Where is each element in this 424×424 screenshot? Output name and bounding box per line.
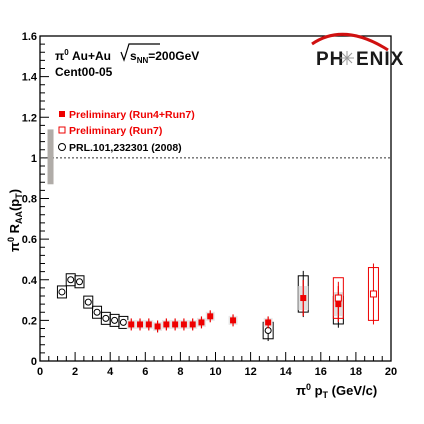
legend-marker-run7 <box>58 126 66 134</box>
legend-marker-prl <box>58 143 66 151</box>
y-tick-label: 0.4 <box>22 275 38 287</box>
centrality-label: Cent00-05 <box>55 65 113 79</box>
normalization-uncertainty-band <box>47 129 54 185</box>
run47-point <box>265 319 272 326</box>
x-tick-label: 18 <box>350 366 362 378</box>
prl-point <box>75 278 83 286</box>
y-tick-label: 0 <box>31 356 37 368</box>
run7-point <box>334 294 342 302</box>
prl-sys-box <box>56 285 67 299</box>
x-tick-label: 16 <box>315 366 327 378</box>
run47-point <box>230 317 237 324</box>
x-tick-label: 20 <box>385 366 397 378</box>
run47-point <box>172 321 179 328</box>
y-axis-title: π0 RAA(pT) <box>6 189 24 252</box>
prl-sys-box <box>74 275 85 289</box>
prl-sys-box <box>83 295 94 309</box>
run47-point <box>154 323 161 330</box>
prl-point <box>264 327 272 335</box>
run47-point <box>189 321 196 328</box>
x-tick-label: 10 <box>209 366 221 378</box>
prl-point <box>119 318 127 326</box>
svg-text:PH: PH <box>316 49 344 70</box>
prl-point <box>58 288 66 296</box>
legend-marker-run4-run7 <box>59 111 65 117</box>
run47-point <box>207 313 214 320</box>
prl-point <box>102 314 110 322</box>
phenix-logo: PH ENIX <box>311 32 404 70</box>
prl-point <box>84 298 92 306</box>
y-tick-label: 0.8 <box>22 194 37 206</box>
axis-ticks: 0 2 4 6 8 10 12 14 16 18 20 0 0.2 0.4 0.6 0.8 1 1.2 1.4 1.6 <box>22 31 397 378</box>
x-tick-label: 12 <box>244 366 256 378</box>
run7-point <box>369 290 377 298</box>
data-marks <box>47 129 379 342</box>
y-tick-label: 0.2 <box>22 315 37 327</box>
run47-point <box>128 321 135 328</box>
y-tick-label: 1.6 <box>22 31 37 43</box>
x-tick-label: 0 <box>37 366 43 378</box>
x-tick-label: 14 <box>280 366 293 378</box>
run47-point <box>198 319 205 326</box>
y-tick-label: 1.2 <box>22 112 37 124</box>
sqrt-symbol <box>120 43 160 62</box>
y-tick-label: 1 <box>31 153 37 165</box>
x-tick-label: 6 <box>142 366 148 378</box>
y-tick-label: 0.6 <box>22 234 37 246</box>
logo-star <box>340 51 354 65</box>
x-tick-label: 2 <box>72 366 78 378</box>
logo-arc <box>311 32 389 52</box>
prl-point <box>111 316 119 324</box>
legend-label-run7: Preliminary (Run7) <box>69 125 162 137</box>
run47-point <box>145 321 152 328</box>
run47-point <box>163 321 170 328</box>
x-axis-title: π0 pT (GeV/c) <box>296 382 377 400</box>
prl-point <box>67 276 75 284</box>
x-tick-label: 4 <box>107 366 114 378</box>
x-tick-label: 8 <box>177 366 183 378</box>
run7-sys-box <box>332 277 344 319</box>
svg-text:ENIX: ENIX <box>356 49 404 70</box>
run47-point <box>137 321 144 328</box>
legend-label-prl: PRL.101,232301 (2008) <box>69 142 182 154</box>
legend: Preliminary (Run4+Run7) Preliminary (Run… <box>58 109 195 154</box>
system-annotation: π0 Au+Au <box>55 48 111 63</box>
prl-point <box>93 308 101 316</box>
run47-point <box>180 321 187 328</box>
legend-label-run4-run7: Preliminary (Run4+Run7) <box>69 109 195 121</box>
y-tick-label: 1.4 <box>22 72 38 84</box>
run47-point <box>300 295 307 302</box>
system-energy: sNN=200GeV <box>130 49 199 65</box>
